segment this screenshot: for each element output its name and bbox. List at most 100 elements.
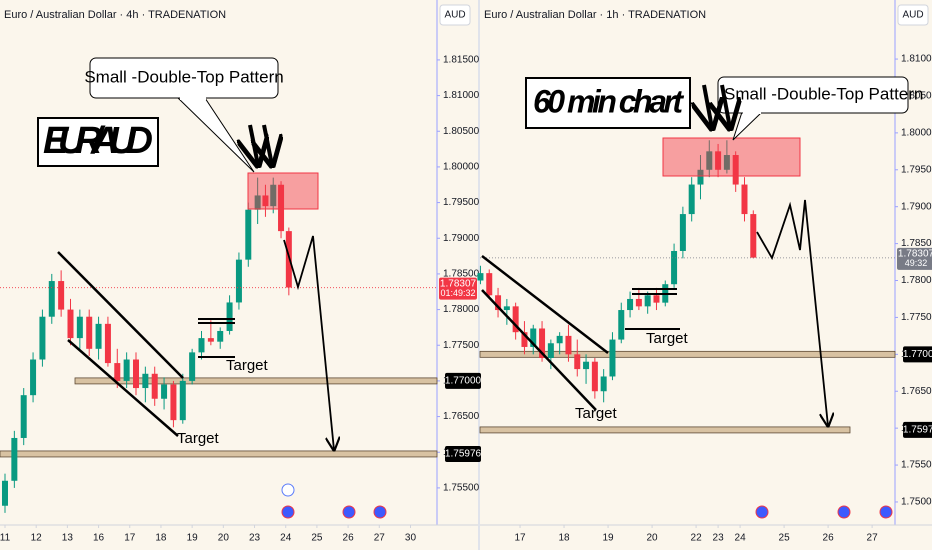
currency: AUD	[902, 10, 923, 21]
y-tick-label: 1.78000	[443, 304, 480, 315]
candle-body	[95, 323, 102, 349]
event-icon[interactable]	[755, 505, 769, 519]
chart-title: Euro / Australian Dollar · 1h · TRADENAT…	[484, 9, 706, 21]
x-tick-label: 25	[311, 533, 323, 544]
candle-body	[86, 316, 93, 349]
candle-body	[104, 323, 111, 364]
level-label: 1.75976	[445, 449, 482, 460]
candle-body	[486, 273, 493, 296]
candle-body	[618, 310, 625, 340]
target-label: Target	[646, 330, 689, 347]
event-icon[interactable]	[342, 505, 356, 519]
timeframe-box	[525, 77, 691, 129]
candle-body	[715, 151, 722, 170]
candle-body	[30, 359, 37, 396]
candle-body	[1, 480, 8, 506]
candle-body	[245, 209, 252, 260]
support-band	[0, 450, 438, 458]
candle-body	[521, 332, 528, 347]
y-tick-label: 1.77500	[443, 340, 480, 351]
support-band	[74, 377, 438, 385]
event-icon[interactable]	[281, 505, 295, 519]
candle-body	[688, 184, 695, 215]
candle-body	[217, 330, 224, 342]
event-icon[interactable]	[373, 505, 387, 519]
y-tick-label: 1.81000	[901, 54, 932, 65]
currency-box	[897, 4, 929, 26]
event-icon[interactable]	[837, 505, 851, 519]
x-tick-label: 22	[691, 533, 703, 544]
channel-line	[67, 339, 179, 437]
candle-body	[723, 155, 730, 170]
target-label: Target	[226, 357, 269, 374]
y-tick-label: 1.78500	[901, 238, 932, 249]
x-tick-label: 18	[155, 533, 167, 544]
x-tick-label: 19	[603, 533, 615, 544]
y-tick-label: 1.75500	[443, 483, 480, 494]
price-tag	[439, 277, 477, 300]
candle-body	[39, 316, 46, 360]
candle-body	[697, 169, 704, 185]
price-timer: 01:49:32	[440, 288, 475, 298]
level-label: 1.77000	[445, 376, 482, 387]
candle-body	[609, 339, 616, 377]
candle-body	[20, 395, 27, 438]
y-tick-label: 1.75000	[901, 497, 932, 508]
y-tick-label: 1.78500	[443, 269, 480, 280]
candle-body	[142, 373, 149, 389]
candle-body	[189, 352, 196, 381]
x-tick-label: 12	[31, 533, 43, 544]
x-tick-label: 11	[0, 533, 11, 544]
y-tick-label: 1.79000	[443, 233, 480, 244]
callout-joint	[180, 96, 206, 100]
candle-body	[750, 214, 757, 258]
candle-body	[539, 328, 546, 359]
candle-body	[179, 380, 186, 421]
channel-line	[57, 251, 184, 379]
candle-body	[600, 376, 607, 392]
candle-body	[627, 298, 634, 311]
arrow	[264, 124, 272, 165]
x-tick-label: 24	[735, 533, 747, 544]
candle-body	[235, 259, 242, 303]
y-tick-label: 1.80000	[443, 162, 480, 173]
y-tick-label: 1.76500	[901, 386, 932, 397]
channel-line	[481, 255, 609, 354]
x-tick-label: 23	[713, 533, 725, 544]
y-tick-label: 1.79500	[901, 164, 932, 175]
level-tag	[445, 445, 481, 462]
support-band	[479, 350, 896, 358]
candle-body	[653, 295, 660, 303]
channel-line	[481, 289, 597, 411]
y-tick-label: 1.75500	[901, 460, 932, 471]
resistance-zone	[662, 137, 801, 177]
candle-body	[591, 361, 598, 392]
level-label: 1.77000	[903, 349, 932, 360]
price-timer: 49:32	[905, 258, 928, 268]
candle-body	[114, 363, 121, 381]
symbol-box	[37, 117, 159, 167]
candle-body	[635, 298, 642, 307]
level-tag	[903, 421, 932, 438]
candle-body	[741, 184, 748, 215]
candle-body	[477, 273, 484, 281]
x-tick-label: 25	[779, 533, 791, 544]
event-icon[interactable]	[879, 505, 893, 519]
candle-body	[170, 384, 177, 421]
x-tick-label: 26	[343, 533, 355, 544]
candle-body	[123, 359, 130, 381]
candle-body	[512, 306, 519, 333]
arrow	[722, 84, 730, 128]
y-tick-label: 1.77500	[901, 312, 932, 323]
event-icon[interactable]	[281, 483, 295, 497]
x-tick-label: 17	[514, 533, 526, 544]
candle-body	[58, 281, 65, 310]
candle-body	[644, 295, 651, 307]
candle-body	[495, 295, 502, 311]
candle-body	[565, 335, 572, 355]
resistance-zone	[247, 172, 319, 210]
y-tick-label: 1.80500	[901, 91, 932, 102]
candle-body	[530, 328, 537, 347]
candle-body	[270, 184, 277, 207]
